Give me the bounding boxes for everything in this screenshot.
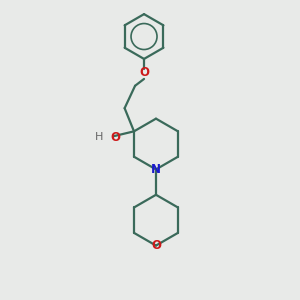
Text: N: N <box>151 163 161 176</box>
Text: H: H <box>95 132 103 142</box>
Text: O: O <box>151 239 161 252</box>
Text: O: O <box>110 131 120 144</box>
Text: O: O <box>139 66 149 79</box>
